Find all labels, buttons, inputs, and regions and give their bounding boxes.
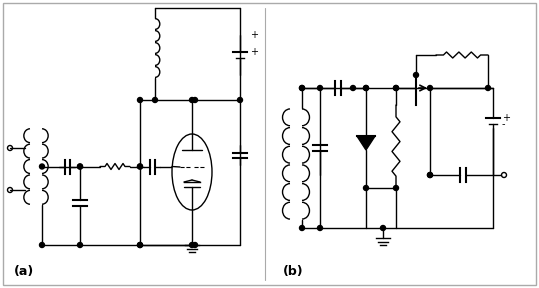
Circle shape [393, 86, 398, 90]
Circle shape [427, 86, 432, 90]
Circle shape [238, 98, 243, 103]
Circle shape [300, 86, 305, 90]
Circle shape [300, 226, 305, 230]
Circle shape [78, 164, 82, 169]
Circle shape [363, 86, 369, 90]
Circle shape [190, 98, 195, 103]
Circle shape [427, 173, 432, 177]
Circle shape [300, 86, 305, 90]
Circle shape [363, 185, 369, 190]
Text: +: + [502, 113, 510, 123]
Circle shape [427, 173, 432, 177]
Circle shape [393, 86, 398, 90]
Text: (a): (a) [14, 265, 34, 278]
Circle shape [137, 164, 142, 169]
Circle shape [363, 86, 369, 90]
Text: +: + [250, 30, 258, 40]
Circle shape [137, 98, 142, 103]
Circle shape [317, 86, 322, 90]
Circle shape [393, 185, 398, 190]
Circle shape [413, 73, 418, 77]
Circle shape [137, 242, 142, 247]
Circle shape [190, 242, 195, 247]
Text: +: + [250, 47, 258, 57]
Circle shape [137, 164, 142, 169]
Text: (b): (b) [283, 265, 303, 278]
Circle shape [381, 226, 385, 230]
Circle shape [39, 164, 45, 169]
Circle shape [153, 98, 157, 103]
Circle shape [39, 242, 45, 247]
Polygon shape [357, 136, 375, 150]
Ellipse shape [172, 134, 212, 210]
Circle shape [486, 86, 490, 90]
Text: -: - [502, 119, 506, 129]
Circle shape [78, 164, 82, 169]
Circle shape [78, 242, 82, 247]
Circle shape [192, 242, 197, 247]
Circle shape [192, 98, 197, 103]
Circle shape [137, 242, 142, 247]
Circle shape [350, 86, 356, 90]
Circle shape [317, 226, 322, 230]
